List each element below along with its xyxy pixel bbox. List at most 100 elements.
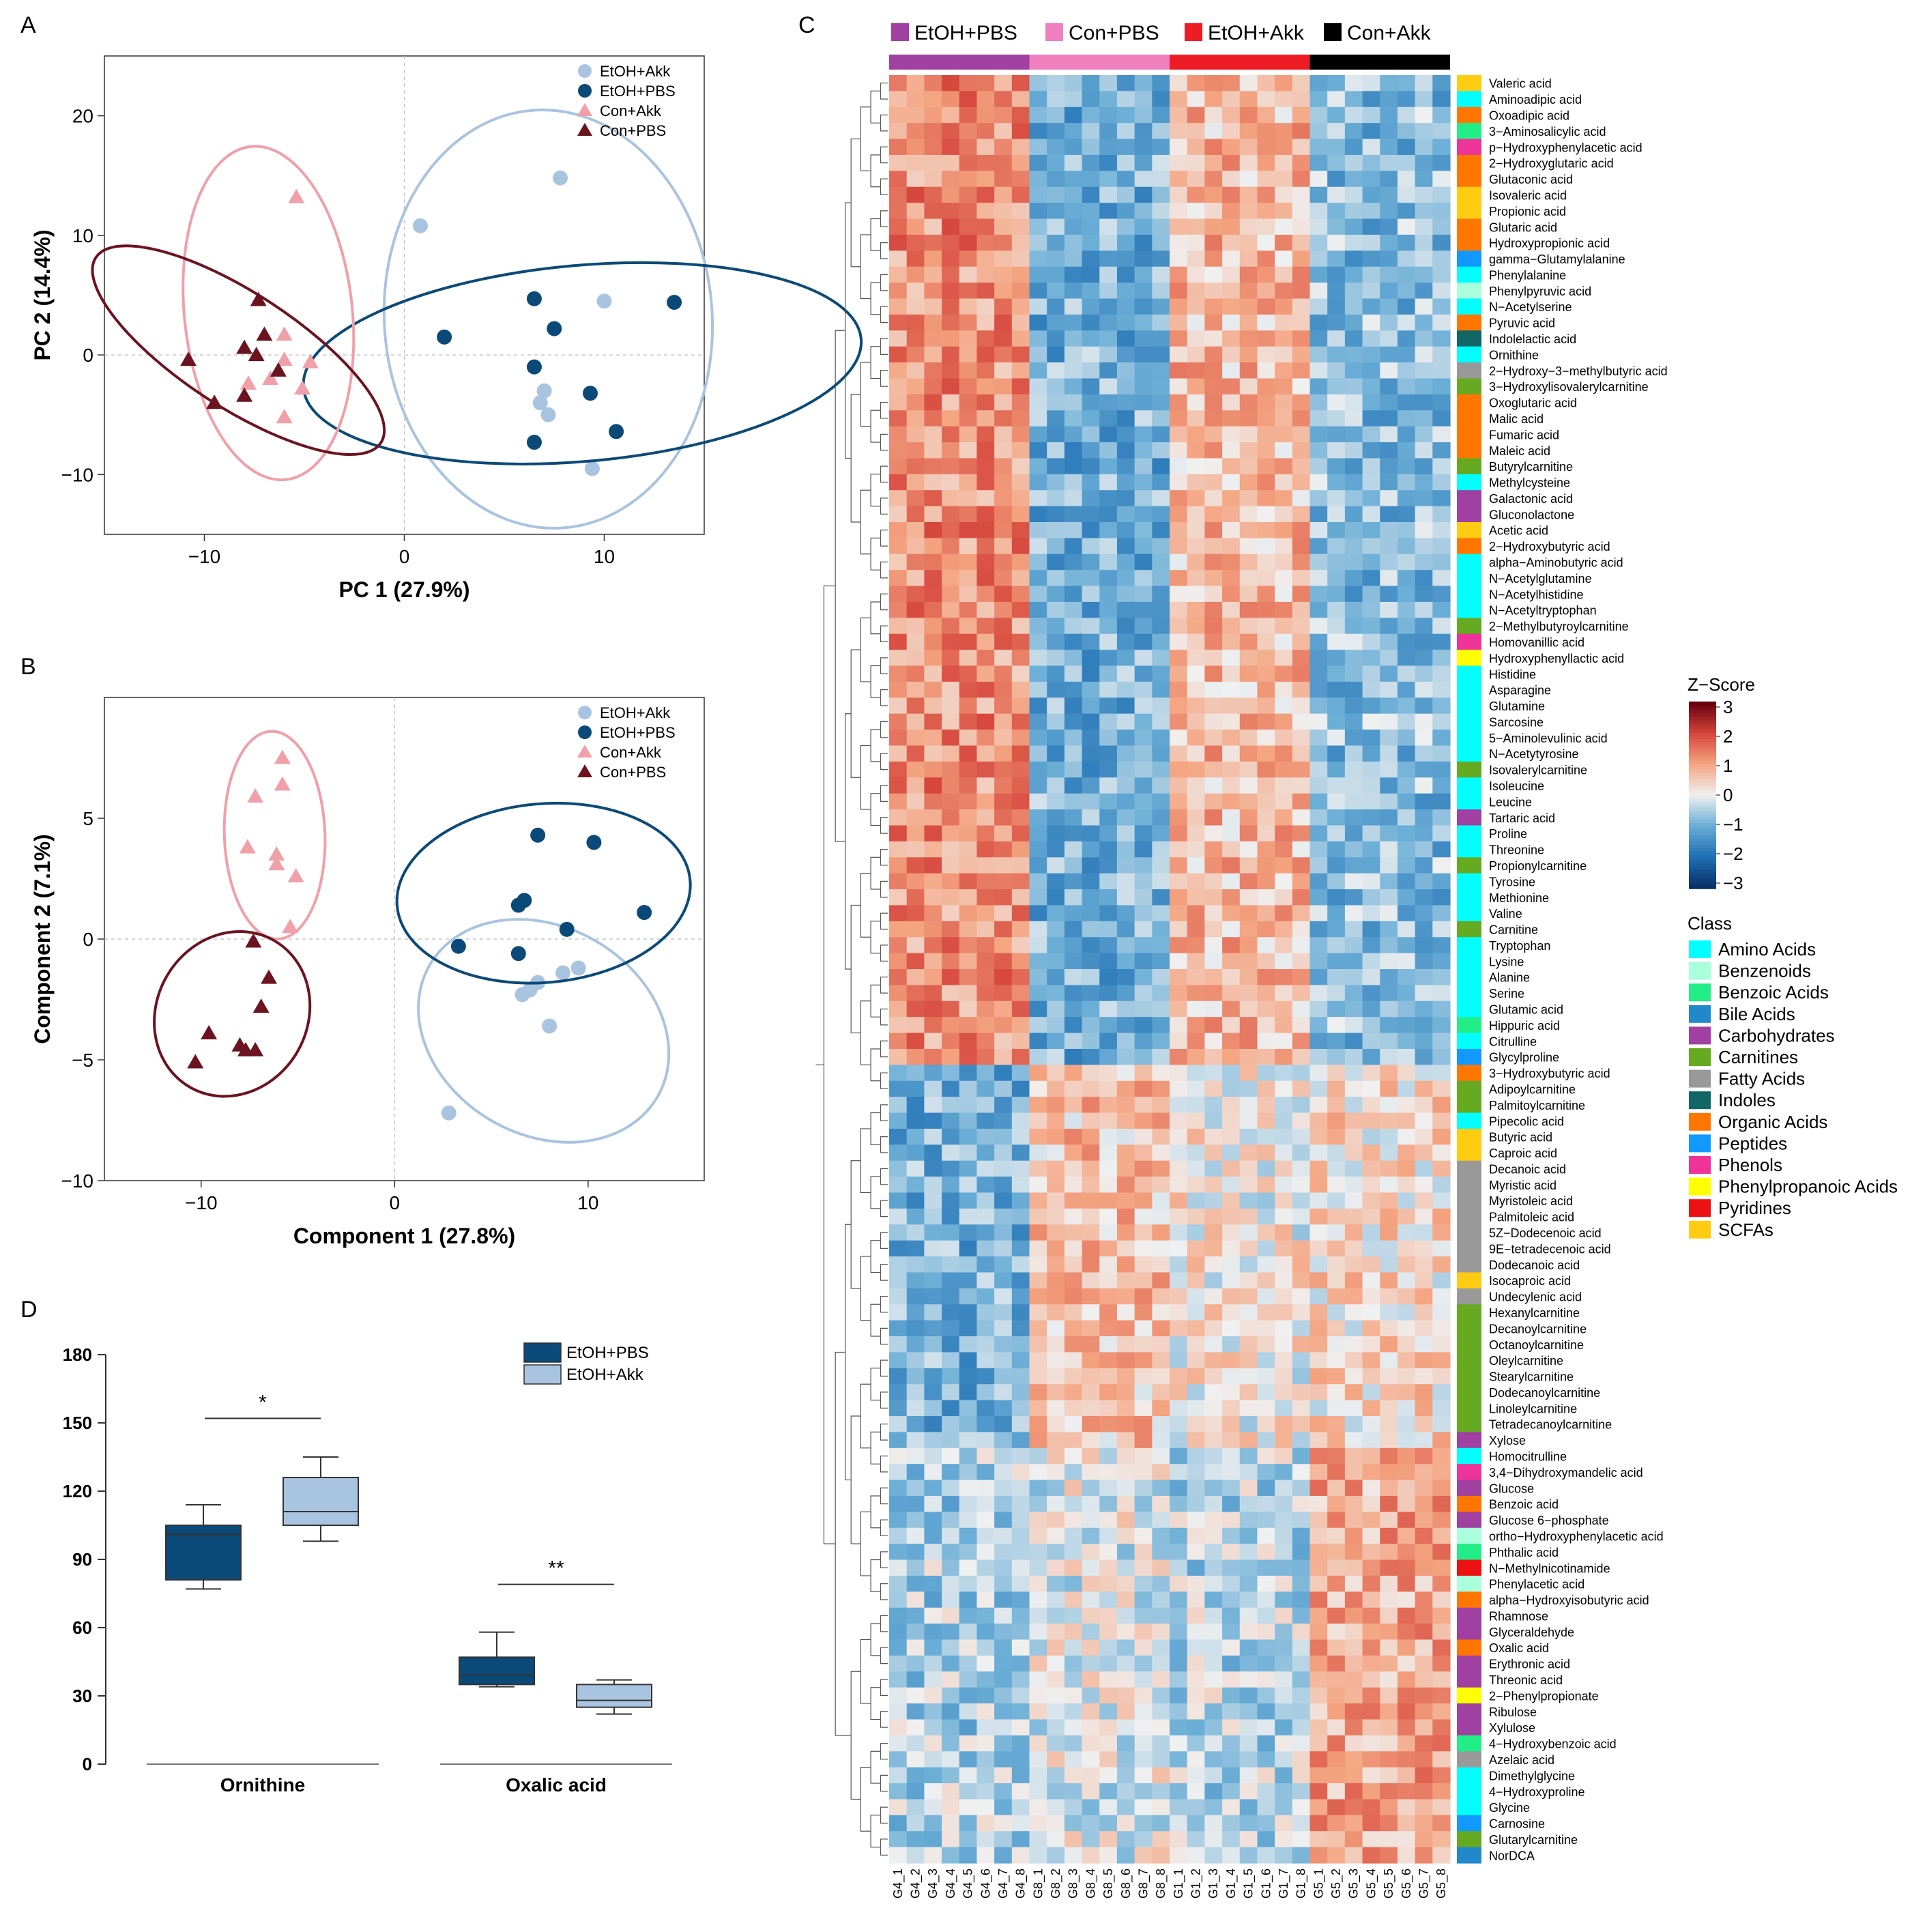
heatmap-cell xyxy=(1415,1751,1433,1768)
class-strip-cell xyxy=(1457,203,1481,220)
row-label: Undecylenic acid xyxy=(1489,1291,1582,1304)
heatmap-cell xyxy=(906,1080,925,1097)
heatmap-cell xyxy=(959,91,978,108)
heatmap-cell xyxy=(1187,1240,1205,1257)
heatmap-cell xyxy=(1204,1368,1223,1385)
column-label: G1_8 xyxy=(1294,1869,1309,1899)
heatmap-cell xyxy=(1152,633,1170,650)
heatmap-cell xyxy=(1152,1464,1170,1481)
class-strip-cell xyxy=(1457,1080,1481,1097)
heatmap-cell xyxy=(1327,171,1346,188)
heatmap-cell xyxy=(924,553,942,571)
heatmap-cell xyxy=(1011,458,1030,475)
heatmap-cell xyxy=(959,857,978,874)
heatmap-cell xyxy=(1239,905,1258,922)
heatmap-cell xyxy=(1082,1687,1100,1704)
heatmap-cell xyxy=(1432,633,1451,650)
row-label: Acetic acid xyxy=(1489,524,1548,538)
heatmap-cell xyxy=(942,697,960,715)
heatmap-cell xyxy=(1415,889,1433,906)
heatmap-cell xyxy=(1380,905,1398,922)
heatmap-cell xyxy=(994,1655,1013,1672)
heatmap-cell xyxy=(1222,426,1241,443)
column-label: G4_1 xyxy=(891,1869,906,1899)
heatmap-cell xyxy=(1064,314,1083,331)
heatmap-cell xyxy=(1099,1575,1118,1592)
heatmap-cell xyxy=(1257,730,1275,747)
y-tick-label: 90 xyxy=(72,1549,92,1570)
column-label: G8_4 xyxy=(1084,1869,1098,1899)
heatmap-cell xyxy=(924,283,942,300)
class-strip-cell xyxy=(1457,1352,1481,1369)
heatmap-cell xyxy=(1187,1336,1205,1353)
heatmap-cell xyxy=(1309,410,1328,427)
colorbar-segment xyxy=(1689,738,1716,743)
class-strip-cell xyxy=(1457,283,1481,300)
class-legend-title: Class xyxy=(1688,913,1732,934)
heatmap-cell xyxy=(994,314,1013,331)
heatmap-cell xyxy=(1222,1447,1241,1465)
heatmap-cell xyxy=(1187,426,1205,443)
heatmap-cell xyxy=(1116,1304,1135,1321)
class-strip-cell xyxy=(1457,1815,1481,1832)
heatmap-cell xyxy=(1204,1160,1223,1177)
heatmap-cell xyxy=(1344,1112,1363,1129)
y-tick-label: −10 xyxy=(61,1170,94,1192)
heatmap-cell xyxy=(1187,1783,1205,1800)
row-label: Galactonic acid xyxy=(1489,492,1573,506)
row-label: N−Acetylserine xyxy=(1489,300,1572,314)
heatmap-cell xyxy=(1362,362,1380,379)
heatmap-cell xyxy=(1309,1432,1328,1449)
heatmap-cell xyxy=(1047,889,1065,906)
heatmap-cell xyxy=(1292,250,1311,268)
heatmap-cell xyxy=(959,250,978,268)
heatmap-cell xyxy=(1327,1048,1346,1065)
heatmap-cell xyxy=(1344,1527,1363,1544)
heatmap-cell xyxy=(924,506,942,523)
heatmap-cell xyxy=(1047,394,1065,411)
heatmap-cell xyxy=(1047,1447,1065,1465)
heatmap-cell xyxy=(889,1480,908,1497)
heatmap-cell xyxy=(1432,1240,1451,1257)
colorbar-segment xyxy=(1689,720,1716,724)
heatmap-cell xyxy=(1187,1512,1205,1529)
heatmap-cell xyxy=(924,1815,942,1832)
heatmap-cell xyxy=(976,761,995,778)
heatmap-cell xyxy=(1432,1177,1451,1194)
heatmap-cell xyxy=(1415,1224,1433,1241)
heatmap-cell xyxy=(1397,506,1416,523)
heatmap-cell xyxy=(1064,921,1083,938)
heatmap-cell xyxy=(1029,1464,1047,1481)
heatmap-cell xyxy=(1239,1256,1258,1273)
heatmap-cell xyxy=(1152,1065,1170,1082)
heatmap-cell xyxy=(1204,618,1223,635)
heatmap-cell xyxy=(1011,905,1030,922)
heatmap-cell xyxy=(924,793,942,810)
heatmap-cell xyxy=(994,1288,1013,1305)
heatmap-cell xyxy=(1292,633,1311,650)
heatmap-cell xyxy=(1116,1559,1135,1576)
heatmap-cell xyxy=(942,1687,960,1704)
heatmap-cell xyxy=(1344,713,1363,730)
heatmap-cell xyxy=(1397,1336,1416,1353)
heatmap-cell xyxy=(1257,1831,1275,1848)
heatmap-cell xyxy=(889,283,908,300)
heatmap-cell xyxy=(1029,1607,1047,1624)
heatmap-cell xyxy=(1344,490,1363,507)
heatmap-cell xyxy=(1134,490,1153,507)
heatmap-cell xyxy=(1309,171,1328,188)
heatmap-cell xyxy=(1047,1703,1065,1720)
heatmap-cell xyxy=(1275,1256,1293,1273)
heatmap-cell xyxy=(1415,394,1433,411)
heatmap-cell xyxy=(942,1048,960,1065)
heatmap-cell xyxy=(1064,1624,1083,1641)
heatmap-cell xyxy=(1275,234,1293,251)
heatmap-cell xyxy=(1362,1336,1380,1353)
colorbar-segment xyxy=(1689,885,1716,889)
heatmap-cell xyxy=(1415,298,1433,315)
heatmap-cell xyxy=(1222,665,1241,682)
heatmap-cell xyxy=(1275,1000,1293,1018)
heatmap-cell xyxy=(1362,283,1380,300)
heatmap-cell xyxy=(1064,1735,1083,1752)
heatmap-cell xyxy=(1380,1224,1398,1241)
